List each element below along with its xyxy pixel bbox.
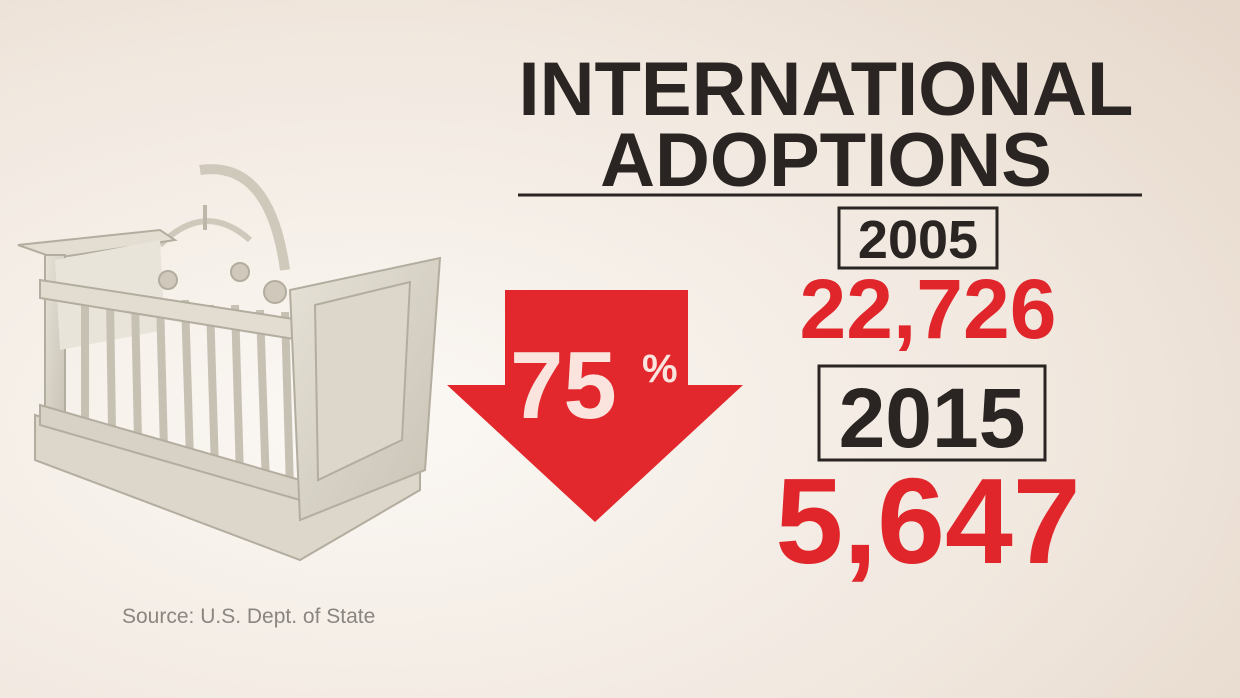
- title-line: ADOPTIONS: [600, 118, 1052, 203]
- title-line: INTERNATIONAL: [519, 47, 1134, 132]
- year-label: 2015: [839, 371, 1026, 465]
- crib-illustration: [17, 164, 442, 562]
- year-box: [837, 206, 999, 270]
- year-label: 2005: [858, 210, 978, 270]
- year-box: [817, 364, 1047, 462]
- decline-sign: %: [642, 347, 678, 391]
- count-value: 22,726: [800, 262, 1057, 356]
- count-value: 5,647: [775, 453, 1080, 589]
- down-arrow: [447, 290, 743, 522]
- decline-number: 75: [510, 332, 617, 439]
- source-note: Source: U.S. Dept. of State: [122, 605, 375, 628]
